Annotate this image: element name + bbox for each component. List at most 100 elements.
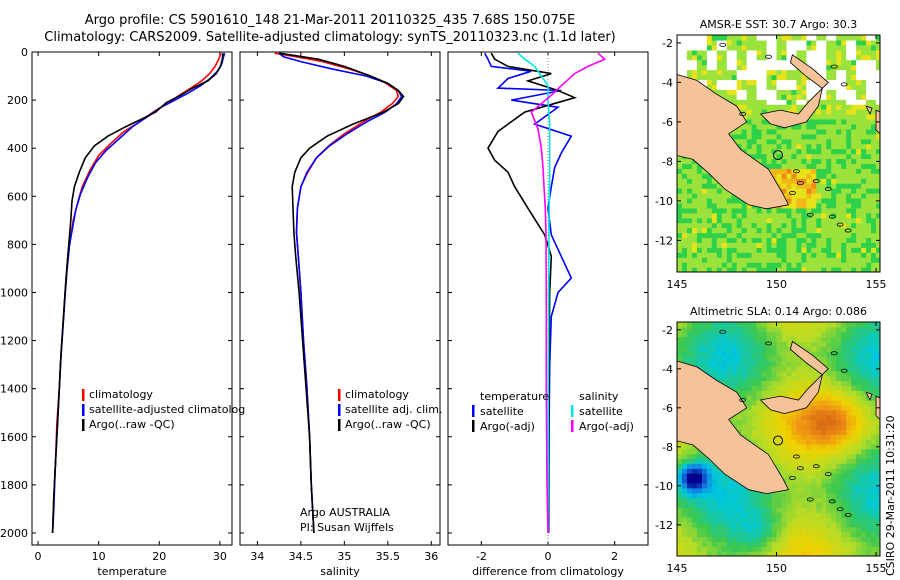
y-tick-label: -6 — [662, 402, 673, 415]
legend-entry: Argo(-adj) — [480, 420, 535, 433]
legend-entry: Argo(..raw -QC) — [89, 418, 175, 431]
legend-group-heading: temperature — [480, 390, 549, 403]
y-tick-label: -4 — [662, 363, 673, 376]
x-tick-label: 150 — [766, 562, 787, 575]
legend-entry: climatology — [345, 388, 409, 401]
y-tick-label: 600 — [7, 190, 28, 203]
x-tick-label: 2 — [611, 550, 618, 563]
profile-location-marker — [773, 435, 784, 446]
island-outline — [765, 54, 772, 59]
legend-swatch — [82, 389, 85, 401]
legend-swatch — [338, 389, 341, 401]
map-frame — [676, 321, 881, 557]
legend-swatch — [571, 420, 574, 432]
float-annotation: Argo AUSTRALIA — [300, 506, 390, 519]
island-outline — [830, 351, 838, 356]
y-tick-label: -2 — [662, 324, 673, 337]
island-outline — [806, 497, 814, 502]
x-axis-label: salinity — [320, 565, 360, 578]
land-mass — [677, 360, 790, 495]
series-group — [483, 52, 607, 534]
map-field — [677, 322, 880, 556]
legend-entry: Argo(-adj) — [579, 420, 634, 433]
y-tick-label: 1400 — [0, 383, 28, 396]
island-outline — [844, 513, 852, 518]
y-tick-label: 1800 — [0, 479, 28, 492]
series-line-4 — [530, 52, 607, 534]
legend-swatch — [338, 404, 341, 416]
x-tick-label: 10 — [92, 550, 106, 563]
y-tick-label: 1000 — [0, 286, 28, 299]
series-line-3 — [517, 52, 551, 534]
axes-frame — [31, 51, 233, 546]
island-outline — [739, 112, 747, 117]
island-outline — [739, 397, 747, 402]
figure-title-line-1: Argo profile: CS 5901610_148 21-Mar-2011… — [84, 13, 576, 28]
x-tick-label: 34.5 — [289, 550, 314, 563]
legend-swatch — [472, 405, 475, 417]
island-outline — [789, 190, 796, 195]
island-outline — [789, 475, 796, 480]
series-line-1 — [483, 52, 573, 534]
legend-entry: Argo(..raw -QC) — [345, 418, 431, 431]
island-outline — [765, 341, 772, 346]
x-tick-label: 155 — [866, 562, 887, 575]
legend-swatch — [338, 419, 341, 431]
y-tick-label: 1200 — [0, 335, 28, 348]
x-tick-label: 30 — [213, 550, 227, 563]
y-tick-label: -12 — [655, 234, 673, 247]
island-outline — [830, 64, 838, 69]
profile-panel-1: 0 200 400 600 800 1000 1200 1400 1600 1800 2000 0 10… — [0, 46, 245, 578]
island-outline — [719, 42, 727, 47]
axes-frame — [239, 51, 441, 546]
x-tick-label: 150 — [766, 278, 787, 291]
y-tick-label: -6 — [662, 116, 673, 129]
y-tick-label: 1600 — [0, 431, 28, 444]
x-tick-label: 20 — [152, 550, 166, 563]
island-outline — [840, 82, 848, 87]
legend-swatch — [472, 420, 475, 432]
x-axis-label: difference from climatology — [472, 565, 624, 578]
legend-entry: climatology — [89, 388, 153, 401]
y-tick-label: -4 — [662, 76, 673, 89]
island-outline — [844, 228, 852, 233]
series-line-3 — [278, 52, 405, 534]
land-mass — [865, 105, 873, 116]
legend-swatch — [571, 405, 574, 417]
x-tick-label: 145 — [667, 278, 688, 291]
series-line-2 — [487, 52, 578, 534]
x-tick-label: 0 — [545, 550, 552, 563]
legend-entry: satellite — [579, 405, 623, 418]
y-tick-label: 2000 — [0, 527, 28, 540]
island-outline — [812, 464, 820, 469]
map-title: AMSR-E SST: 30.7 Argo: 30.3 — [700, 18, 858, 31]
y-tick-label: -12 — [655, 519, 673, 532]
profile-panel-2: 34 34.5 35 35.5 36 salinity climatology satelli… — [239, 51, 442, 578]
legend-entry: satellite adj. clim. — [345, 403, 442, 416]
series-line-2 — [278, 52, 403, 534]
sla-map-panel: 145 150 155 -2 -4 -6 -8 -10 -12 Altimetric SLA: 0… — [655, 305, 886, 575]
series-line-3 — [51, 53, 224, 534]
land-mass — [789, 340, 829, 376]
y-tick-label: 0 — [21, 46, 28, 59]
island-outline — [806, 212, 814, 217]
axes-frame — [447, 51, 649, 546]
profile-location-marker — [773, 150, 784, 161]
x-tick-label: 155 — [866, 278, 887, 291]
island-outline — [840, 368, 848, 373]
x-tick-label: -2 — [476, 550, 487, 563]
land-mass — [759, 87, 823, 129]
series-group — [274, 52, 405, 534]
island-outline — [828, 214, 836, 219]
creation-stamp: CSIRO 29-Mar-2011 10:31:20 — [884, 415, 897, 576]
profile-panel-3: -2 0 2 difference from climatology temperatu… — [447, 51, 649, 578]
series-line-1 — [274, 52, 400, 534]
y-tick-label: -2 — [662, 37, 673, 50]
land-mass — [865, 391, 873, 402]
y-tick-label: -10 — [655, 195, 673, 208]
land-mass — [759, 373, 823, 415]
island-outline — [836, 507, 844, 512]
island-outline — [824, 472, 832, 477]
x-tick-label: 145 — [667, 562, 688, 575]
